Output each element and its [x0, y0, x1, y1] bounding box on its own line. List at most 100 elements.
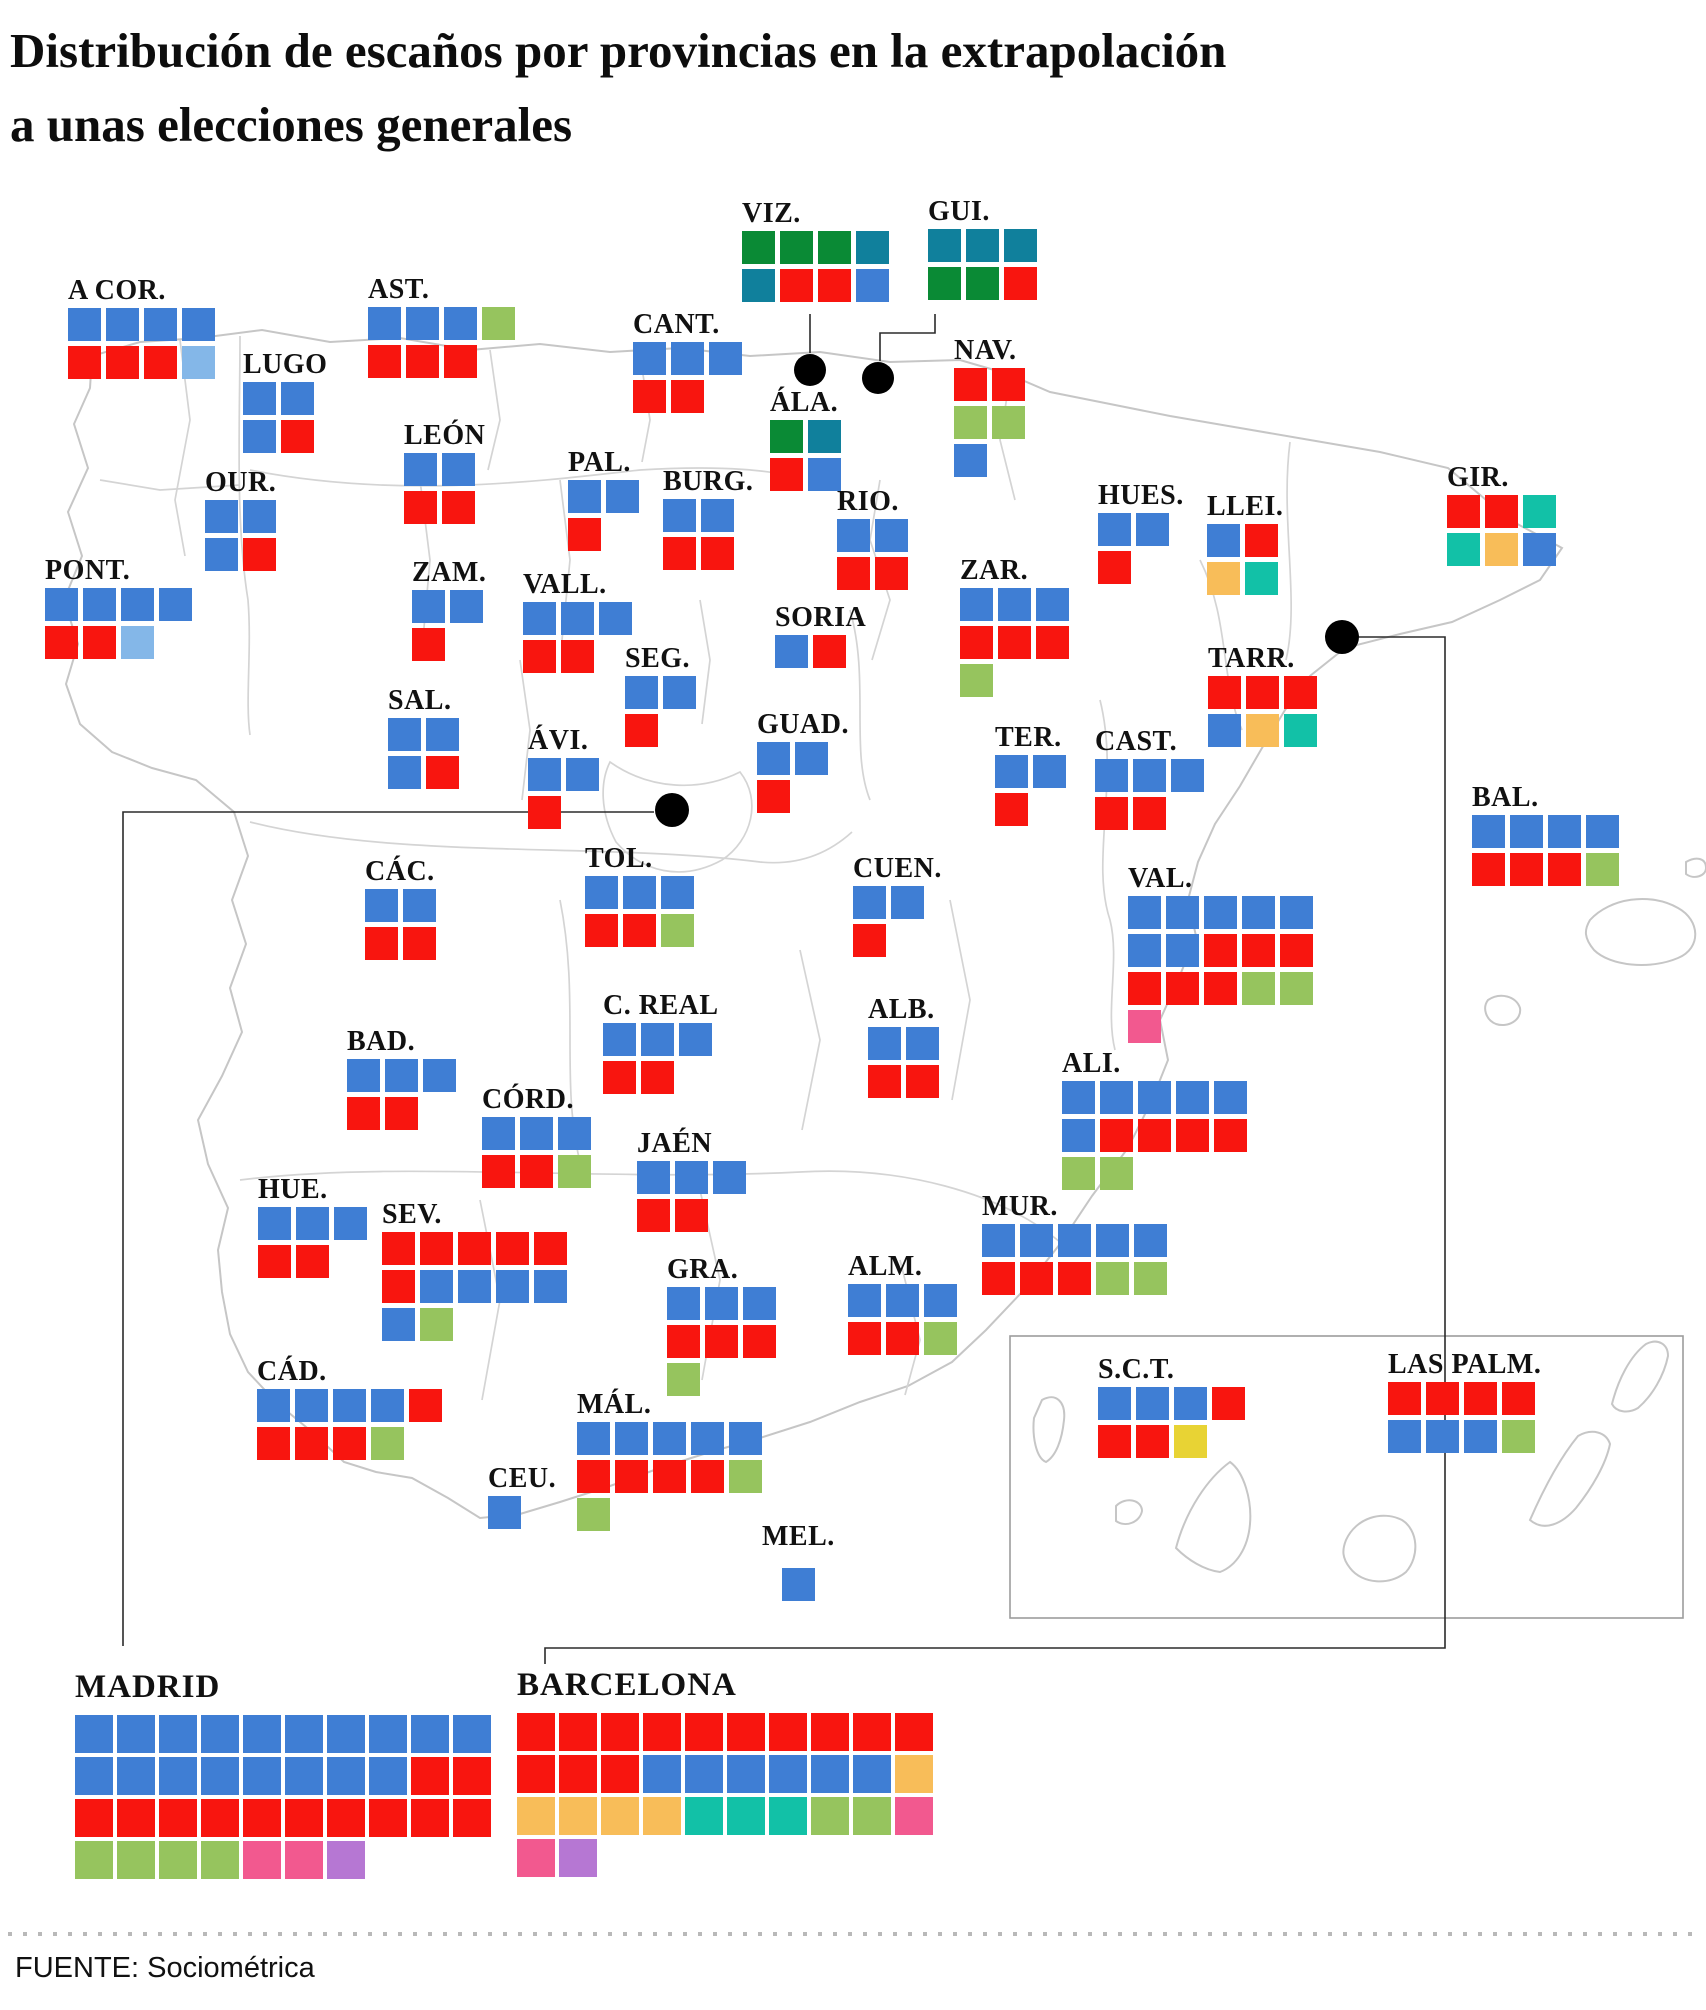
- seat-square-red: [517, 1713, 555, 1751]
- seat-grid-cac: [365, 889, 436, 960]
- seat-row: [637, 1161, 746, 1194]
- province-label-viz: VIZ.: [742, 198, 801, 229]
- province-zam: ZAM.: [412, 558, 486, 666]
- seat-row: [625, 714, 696, 747]
- seat-square-teal: [928, 229, 961, 262]
- seat-square-red: [347, 1097, 380, 1130]
- province-label-burg: BURG.: [663, 466, 754, 497]
- seat-square-blue: [159, 588, 192, 621]
- seat-square-blue: [808, 458, 841, 491]
- seat-square-red: [769, 1713, 807, 1751]
- seat-square-red: [995, 793, 1028, 826]
- seat-square-red: [365, 927, 398, 960]
- seat-row: [75, 1757, 491, 1795]
- border-acor-lugo: [174, 339, 191, 557]
- border-galicia-inner: [99, 479, 241, 491]
- province-hues: HUES.: [1098, 481, 1184, 589]
- seat-grid-vall: [523, 602, 632, 673]
- seat-square-blue: [1280, 896, 1313, 929]
- seat-square-blue: [243, 382, 276, 415]
- seat-square-red: [1100, 1119, 1133, 1152]
- province-label-gra: GRA.: [667, 1254, 739, 1285]
- seat-square-blue: [453, 1715, 491, 1753]
- seat-row: [667, 1287, 776, 1320]
- seat-square-light-green: [1280, 972, 1313, 1005]
- seat-row: [954, 444, 1025, 477]
- mallorca-outline: [1584, 897, 1697, 966]
- seat-square-light-green: [75, 1841, 113, 1879]
- seat-row: [365, 889, 436, 922]
- seat-row: [1128, 972, 1313, 1005]
- seat-row: [368, 345, 515, 378]
- seat-row: [848, 1284, 957, 1317]
- province-ast: AST.: [368, 275, 515, 383]
- seat-square-light-green: [661, 914, 694, 947]
- seat-square-light-green: [667, 1363, 700, 1396]
- seat-square-blue: [1242, 896, 1275, 929]
- seat-row: [853, 924, 942, 957]
- seat-grid-alm: [848, 1284, 957, 1355]
- seat-row: [45, 626, 192, 659]
- province-rio: RIO.: [837, 487, 908, 595]
- province-label-jaen: JAÉN: [637, 1128, 713, 1159]
- seat-grid-cuen: [853, 886, 942, 957]
- seat-row: [1472, 815, 1619, 848]
- seat-square-blue: [775, 635, 808, 668]
- seat-square-red: [1095, 797, 1128, 830]
- seat-square-red: [243, 1799, 281, 1837]
- seat-row: [770, 420, 841, 453]
- province-a-cor: A COR.: [68, 276, 215, 384]
- seat-square-blue: [369, 1757, 407, 1795]
- seat-square-blue: [281, 382, 314, 415]
- seat-square-blue: [566, 758, 599, 791]
- seat-square-red: [643, 1713, 681, 1751]
- seat-square-blue: [296, 1207, 329, 1240]
- province-label-mur: MUR.: [982, 1191, 1058, 1222]
- seat-square-turquoise: [685, 1797, 723, 1835]
- province-c-real: C. REAL: [603, 991, 719, 1099]
- province-tarr: TARR.: [1208, 644, 1317, 752]
- seat-grid-lugo: [243, 382, 327, 453]
- seat-square-yellow: [1174, 1425, 1207, 1458]
- seat-square-red: [409, 1389, 442, 1422]
- seat-grid-cord: [482, 1117, 591, 1188]
- province-label-tol: TOL.: [585, 843, 653, 874]
- seat-row: [960, 588, 1069, 621]
- seat-square-light-blue: [121, 626, 154, 659]
- seat-row: [954, 368, 1025, 401]
- seat-square-blue: [385, 1059, 418, 1092]
- seat-square-dark-green: [818, 231, 851, 264]
- seat-square-red: [601, 1755, 639, 1793]
- seat-square-red: [1058, 1262, 1091, 1295]
- seat-square-orange: [1485, 533, 1518, 566]
- seat-square-blue: [667, 1287, 700, 1320]
- province-cord: CÓRD.: [482, 1085, 591, 1193]
- province-our: OUR.: [205, 468, 276, 576]
- seat-square-blue: [675, 1161, 708, 1194]
- seat-square-red: [444, 345, 477, 378]
- seat-square-red: [243, 538, 276, 571]
- province-soria: SORIA: [775, 603, 866, 673]
- seat-square-red: [727, 1713, 765, 1751]
- seat-square-blue: [257, 1389, 290, 1422]
- seat-square-teal: [742, 269, 775, 302]
- seat-square-blue: [403, 889, 436, 922]
- seat-grid-zar: [960, 588, 1069, 697]
- province-label-vall: VALL.: [523, 569, 607, 600]
- seat-square-red: [568, 518, 601, 551]
- seat-row: [667, 1325, 776, 1358]
- seat-square-red: [1133, 797, 1166, 830]
- canary-inset-box: [1009, 1335, 1684, 1619]
- seat-square-blue: [924, 1284, 957, 1317]
- seat-square-blue: [404, 453, 437, 486]
- seat-square-orange: [895, 1755, 933, 1793]
- seat-square-pink: [285, 1841, 323, 1879]
- seat-square-blue: [729, 1422, 762, 1455]
- seat-square-blue: [1207, 524, 1240, 557]
- title-line-2: a unas elecciones generales: [10, 97, 573, 152]
- seat-square-red: [1136, 1425, 1169, 1458]
- border-clm-1: [799, 949, 821, 1131]
- seat-square-blue: [285, 1715, 323, 1753]
- border-asturias: [487, 349, 501, 471]
- seat-grid-madrid: [75, 1715, 491, 1879]
